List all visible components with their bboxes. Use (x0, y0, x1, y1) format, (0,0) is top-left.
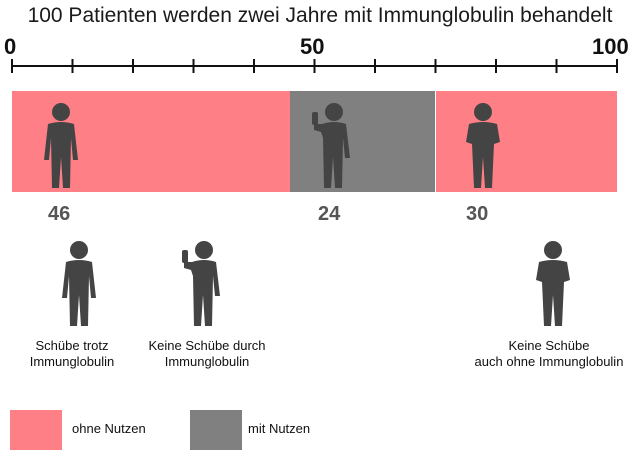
scale-ticks (11, 59, 618, 73)
caption-benefit: Keine Schübe durch Immunglobulin (132, 338, 282, 370)
legend-swatch-no-benefit (10, 410, 62, 450)
person-relapse-icon (44, 103, 78, 188)
person-healthy-icon (466, 103, 500, 188)
caption-no-relapse-line1: Keine Schübe (508, 338, 590, 353)
segment-benefit (290, 91, 436, 192)
person-thumbs-up-icon (182, 241, 220, 326)
caption-benefit-line1: Keine Schübe durch (148, 338, 266, 353)
caption-relapse-line1: Schübe trotz (35, 338, 109, 353)
caption-relapse-line2: Immunglobulin (29, 354, 115, 369)
count-relapse: 46 (48, 203, 71, 225)
count-benefit: 24 (318, 203, 341, 225)
caption-no-relapse: Keine Schübe auch ohne Immunglobulin (460, 338, 638, 370)
person-thumbs-up-icon (312, 103, 350, 188)
page-title: 100 Patienten werden zwei Jahre mit Immu… (27, 4, 613, 27)
legend-swatch-benefit (190, 410, 242, 450)
segment-no-relapse (435, 91, 617, 192)
legend-label-no-benefit: ohne Nutzen (72, 421, 146, 436)
scale-axis (11, 59, 618, 73)
scale-label-mid: 50 (300, 34, 325, 59)
scale-label-min: 0 (4, 34, 17, 59)
scale-label-max: 100 (592, 34, 629, 59)
legend-label-benefit: mit Nutzen (248, 421, 311, 436)
caption-relapse: Schübe trotz Immunglobulin (12, 338, 132, 370)
count-no-relapse: 30 (466, 203, 489, 225)
person-healthy-icon (536, 241, 570, 326)
caption-benefit-line2: Immunglobulin (164, 354, 250, 369)
person-relapse-icon (62, 241, 96, 326)
caption-no-relapse-line2: auch ohne Immunglobulin (474, 354, 624, 369)
